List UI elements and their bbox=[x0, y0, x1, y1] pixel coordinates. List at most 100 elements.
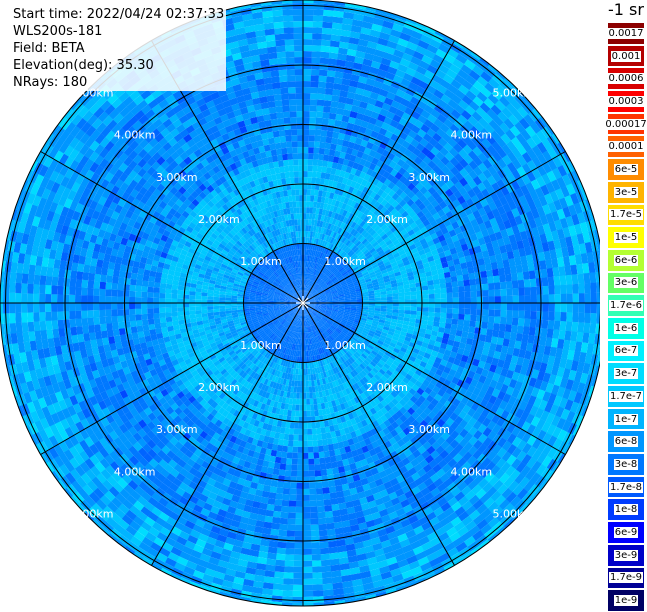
range-gate-cell bbox=[290, 422, 295, 428]
range-gate-cell bbox=[287, 147, 293, 153]
range-gate-cell bbox=[459, 297, 465, 303]
range-gate-cell bbox=[285, 172, 290, 179]
range-gate-cell bbox=[299, 423, 304, 429]
range-gate-cell bbox=[297, 387, 300, 393]
range-gate-cell bbox=[159, 308, 165, 313]
range-gate-cell bbox=[289, 171, 294, 177]
range-gate-cell bbox=[297, 465, 303, 471]
range-gate-cell bbox=[297, 453, 303, 459]
range-gate-cell bbox=[308, 381, 311, 387]
range-gate-cell bbox=[291, 135, 297, 141]
range-gate-cell bbox=[422, 311, 428, 316]
range-gate-cell bbox=[404, 310, 410, 314]
range-gate-cell bbox=[213, 297, 219, 300]
range-gate-cell bbox=[440, 283, 447, 289]
range-gate-cell bbox=[458, 286, 465, 292]
range-gate-cell bbox=[306, 219, 309, 225]
range-gate-cell bbox=[306, 213, 309, 219]
range-gate-cell bbox=[307, 195, 311, 201]
range-gate-cell bbox=[319, 452, 325, 459]
range-gate-cell bbox=[137, 325, 144, 332]
range-gate-cell bbox=[298, 237, 301, 243]
range-gate-cell bbox=[458, 319, 465, 325]
range-gate-cell bbox=[434, 289, 440, 294]
range-gate-cell bbox=[237, 305, 243, 308]
range-gate-cell bbox=[393, 296, 399, 300]
range-gate-cell bbox=[189, 311, 195, 315]
range-gate-cell bbox=[219, 294, 225, 297]
range-gate-cell bbox=[447, 298, 453, 303]
range-gate-cell bbox=[177, 303, 183, 308]
range-gate-cell bbox=[287, 452, 293, 458]
range-gate-cell bbox=[303, 429, 308, 435]
range-gate-cell bbox=[292, 195, 296, 201]
range-gate-cell bbox=[195, 310, 201, 314]
range-gate-cell bbox=[288, 440, 294, 446]
range-gate-cell bbox=[177, 311, 183, 316]
range-gate-cell bbox=[459, 292, 465, 298]
range-gate-cell bbox=[201, 310, 207, 314]
range-gate-cell bbox=[303, 141, 309, 147]
range-gate-cell bbox=[363, 298, 369, 301]
range-gate-cell bbox=[303, 411, 307, 417]
range-gate-cell bbox=[297, 141, 303, 147]
range-gate-cell bbox=[303, 189, 307, 195]
range-gate-cell bbox=[308, 159, 313, 165]
range-gate-cell bbox=[303, 177, 308, 183]
range-gate-cell bbox=[306, 225, 309, 231]
range-gate-cell bbox=[308, 459, 314, 465]
range-gate-cell bbox=[440, 317, 447, 323]
range-gate-cell bbox=[277, 154, 283, 161]
range-gate-cell bbox=[299, 189, 303, 195]
range-gate-cell bbox=[435, 308, 441, 313]
range-gate-cell bbox=[446, 318, 453, 324]
range-gate-cell bbox=[435, 298, 441, 303]
range-gate-cell bbox=[429, 303, 435, 308]
range-gate-cell bbox=[189, 299, 195, 303]
range-gate-cell bbox=[289, 165, 294, 171]
range-gate-cell bbox=[274, 137, 281, 144]
range-gate-cell bbox=[307, 189, 311, 195]
range-gate-cell bbox=[207, 309, 213, 313]
range-gate-cell bbox=[465, 309, 471, 315]
range-gate-cell bbox=[458, 314, 465, 320]
range-gate-cell bbox=[387, 297, 393, 300]
range-gate-cell bbox=[171, 294, 177, 299]
range-gate-cell bbox=[453, 298, 459, 304]
range-gate-cell bbox=[308, 147, 314, 153]
range-gate-cell bbox=[423, 299, 429, 304]
range-gate-cell bbox=[141, 297, 147, 303]
range-gate-cell bbox=[201, 306, 207, 310]
range-gate-cell bbox=[147, 287, 153, 293]
range-gate-cell bbox=[294, 219, 297, 225]
range-gate-cell bbox=[405, 307, 411, 311]
range-gate-cell bbox=[423, 294, 429, 299]
range-gate-cell bbox=[317, 166, 323, 173]
range-gate-cell bbox=[172, 316, 179, 321]
range-gate-cell bbox=[148, 319, 155, 325]
range-gate-cell bbox=[303, 135, 309, 141]
range-gate-cell bbox=[399, 306, 405, 310]
range-gate-cell bbox=[387, 294, 393, 298]
range-gate-cell bbox=[422, 286, 429, 291]
range-gate-cell bbox=[201, 299, 207, 303]
range-gate-cell bbox=[292, 141, 298, 147]
range-gate-cell bbox=[298, 375, 301, 381]
range-gate-cell bbox=[288, 159, 294, 166]
range-gate-cell bbox=[298, 153, 303, 159]
range-gate-cell bbox=[287, 153, 293, 159]
range-gate-cell bbox=[399, 292, 405, 296]
range-gate-cell bbox=[299, 411, 303, 417]
range-gate-cell bbox=[292, 201, 296, 207]
range-gate-cell bbox=[429, 294, 435, 299]
range-gate-cell bbox=[307, 405, 311, 411]
range-gate-cell bbox=[171, 298, 177, 303]
range-gate-cell bbox=[452, 319, 459, 325]
range-gate-cell bbox=[189, 303, 195, 307]
range-gate-cell bbox=[294, 177, 299, 183]
range-gate-cell bbox=[323, 445, 329, 452]
range-gate-cell bbox=[294, 381, 297, 387]
range-gate-cell bbox=[165, 312, 171, 317]
range-gate-cell bbox=[308, 435, 313, 441]
